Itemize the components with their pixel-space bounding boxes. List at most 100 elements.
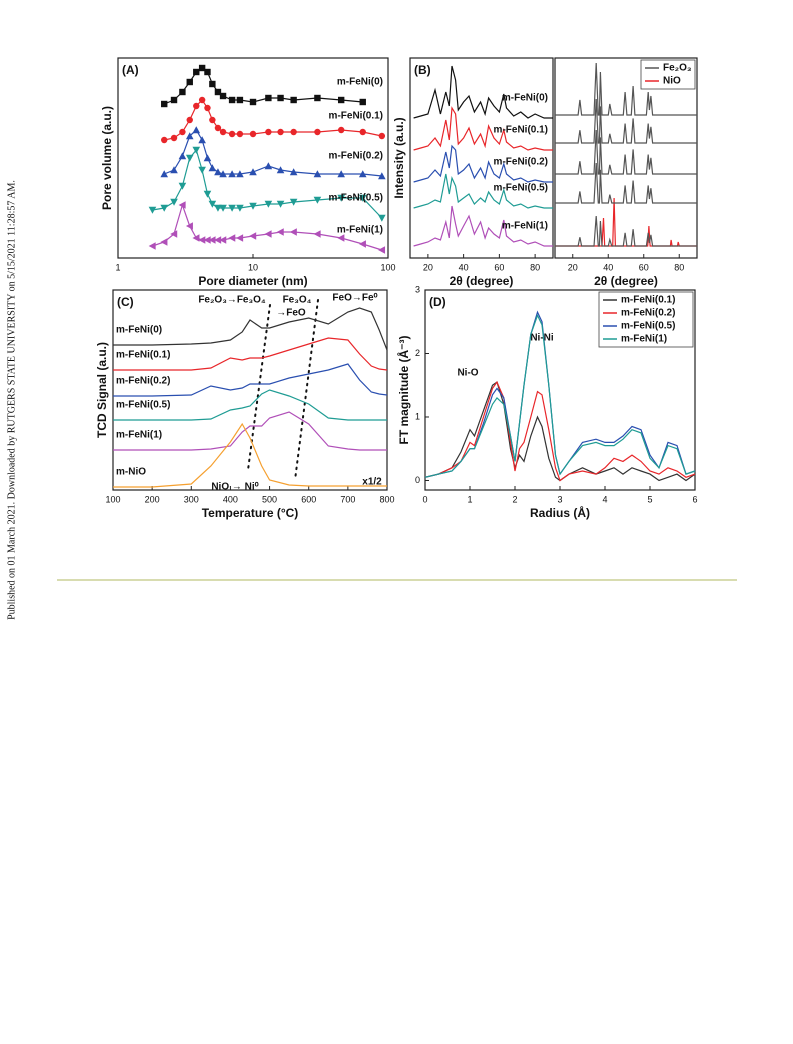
marker (236, 170, 244, 178)
x-axis-label: 2θ (degree) (594, 274, 658, 288)
series-line (555, 98, 697, 144)
x-axis-label: Temperature (°C) (202, 506, 299, 520)
legend-label: m-FeNi(0.2) (621, 308, 675, 319)
marker (314, 128, 321, 136)
marker (358, 240, 366, 248)
series-line (413, 106, 553, 151)
x-tick-label: 6 (692, 494, 697, 504)
marker (192, 126, 201, 134)
marker (313, 230, 321, 238)
marker (214, 88, 222, 96)
marker (337, 234, 345, 242)
marker (264, 200, 273, 208)
marker (209, 116, 216, 124)
x-tick-label: 1 (467, 494, 472, 504)
marker (198, 236, 206, 244)
series-line (113, 389, 387, 421)
marker (160, 170, 169, 178)
marker (170, 198, 178, 206)
marker (193, 68, 200, 76)
x-tick-label: 4 (602, 494, 607, 504)
marker (198, 96, 206, 104)
marker (228, 96, 236, 104)
x-tick-label: 300 (184, 494, 199, 504)
series-line (424, 381, 696, 482)
marker (161, 100, 168, 108)
marker (378, 214, 386, 222)
annotation: Ni-Ni (530, 333, 554, 344)
marker (228, 130, 236, 138)
series-label: m-FeNi(0.5) (494, 183, 548, 194)
x-tick-label: 200 (145, 494, 160, 504)
marker (209, 80, 216, 88)
marker (236, 204, 244, 212)
x-tick-label: 80 (530, 262, 540, 272)
marker (277, 94, 284, 102)
x-tick-label: 20 (423, 262, 433, 272)
marker (249, 202, 257, 210)
marker (203, 236, 211, 244)
marker (214, 124, 222, 132)
x-tick-label: 60 (639, 262, 649, 272)
series-line (555, 129, 697, 175)
x-tick-label: 800 (379, 494, 394, 504)
marker (236, 130, 244, 138)
series-label: m-FeNi(0) (116, 325, 162, 336)
marker (378, 132, 386, 140)
x-tick-label: 40 (603, 262, 613, 272)
legend-label: NiO (663, 76, 681, 87)
marker (249, 232, 257, 240)
x-tick-label: 100 (380, 262, 395, 272)
series-line (113, 337, 388, 371)
marker (198, 136, 206, 144)
marker (193, 102, 200, 110)
panel-label: (C) (117, 295, 134, 309)
marker (170, 230, 178, 238)
series-line (413, 144, 553, 183)
series-line (555, 197, 697, 247)
marker (337, 96, 345, 104)
x-tick-label: 600 (301, 494, 316, 504)
series-line (113, 363, 388, 397)
panel-label: (B) (414, 63, 431, 77)
marker (203, 190, 212, 198)
x-tick-label: 2 (512, 494, 517, 504)
x-axis-label: Pore diameter (nm) (198, 274, 307, 288)
marker (265, 94, 272, 102)
dotted-guide (294, 299, 319, 481)
series-line (555, 215, 697, 247)
marker (290, 128, 297, 136)
marker (185, 132, 194, 140)
legend-box (640, 59, 696, 90)
marker (204, 68, 211, 76)
marker (198, 64, 206, 72)
series-line (413, 173, 553, 209)
series-line (413, 65, 553, 119)
series-label: m-FeNi(0.2) (329, 151, 383, 162)
annotation: NiO → Ni⁰ (211, 482, 258, 493)
annotation: Ni-O (457, 368, 478, 379)
marker (148, 242, 156, 250)
series-line (113, 307, 388, 351)
series-line (113, 422, 387, 488)
marker (219, 92, 227, 100)
x-tick-label: 20 (568, 262, 578, 272)
marker (185, 154, 194, 162)
marker (276, 166, 285, 174)
marker (160, 204, 169, 212)
series-label: m-FeNi(0.1) (494, 125, 548, 136)
marker (208, 200, 217, 208)
marker (249, 130, 257, 138)
legend-box (598, 291, 694, 348)
marker (378, 246, 386, 254)
marker (378, 172, 386, 180)
series-label: m-FeNi(0.5) (329, 193, 383, 204)
marker (170, 96, 178, 104)
plot-frame (554, 57, 698, 259)
series-line (555, 62, 697, 116)
marker (186, 116, 193, 124)
marker (186, 78, 193, 86)
marker (337, 170, 345, 178)
